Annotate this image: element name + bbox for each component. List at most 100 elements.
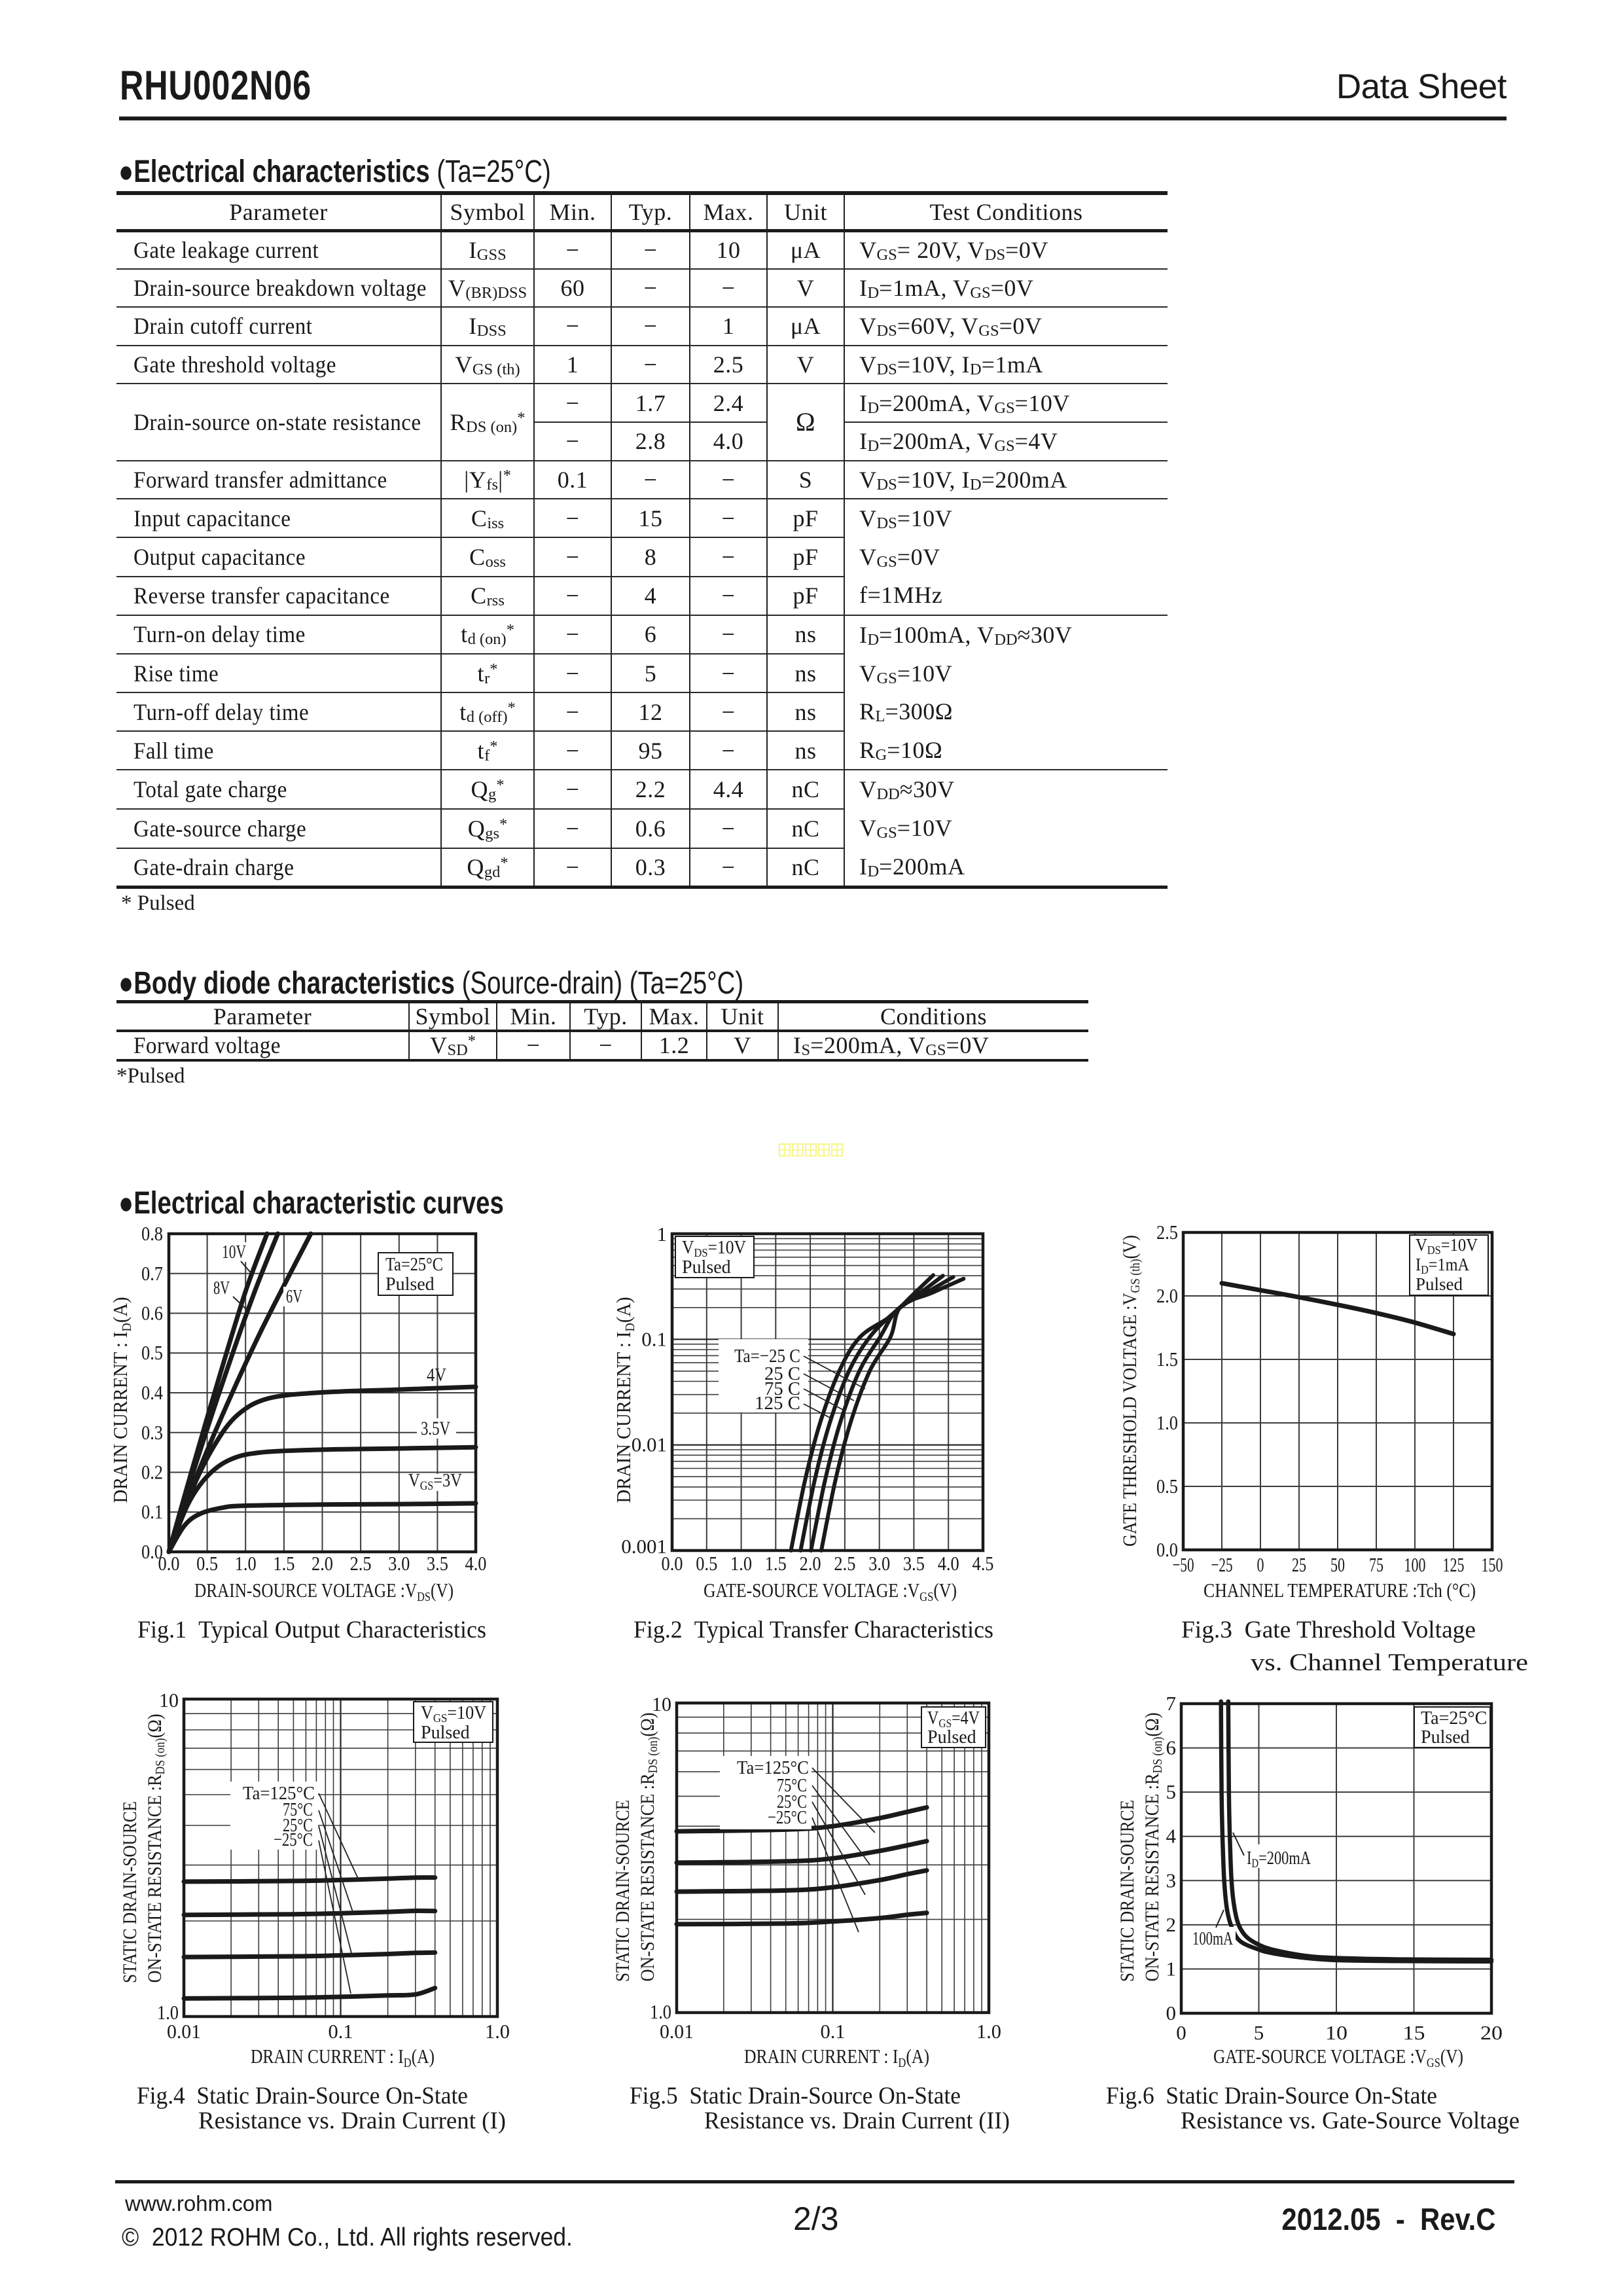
svg-text:75: 75	[1369, 1553, 1383, 1576]
svg-text:1.5: 1.5	[273, 1552, 294, 1575]
svg-text:0.6: 0.6	[141, 1302, 163, 1325]
svg-text:VDS=10V: VDS=10V	[1416, 1235, 1478, 1257]
svg-text:3: 3	[1166, 1869, 1177, 1892]
svg-text:0: 0	[1176, 2021, 1186, 2044]
svg-text:3.5: 3.5	[427, 1552, 448, 1575]
svg-text:3.5: 3.5	[903, 1552, 925, 1575]
svg-text:15: 15	[1403, 2021, 1425, 2044]
svg-text:1.0: 1.0	[235, 1552, 257, 1575]
svg-text:Fig.3 Gate Threshold Voltage: Fig.3 Gate Threshold Voltage	[1181, 1617, 1476, 1643]
svg-text:1: 1	[657, 1223, 668, 1246]
svg-text:Ta=−25 C: Ta=−25 C	[734, 1346, 800, 1367]
svg-text:VGS=3V: VGS=3V	[408, 1470, 462, 1493]
svg-text:1.0: 1.0	[976, 2020, 1001, 2043]
svg-text:−25°C: −25°C	[768, 1807, 807, 1828]
svg-text:10: 10	[1325, 2021, 1347, 2044]
svg-text:0.8: 0.8	[141, 1222, 163, 1245]
svg-text:1.5: 1.5	[1156, 1348, 1178, 1371]
svg-text:−25°C: −25°C	[274, 1829, 313, 1850]
svg-text:STATIC DRAIN-SOURCE: STATIC DRAIN-SOURCE	[612, 1800, 633, 1982]
svg-text:ID=200mA: ID=200mA	[1247, 1848, 1311, 1871]
svg-text:100mA: 100mA	[1192, 1928, 1233, 1949]
svg-text:0.7: 0.7	[141, 1262, 163, 1285]
svg-text:2.0: 2.0	[312, 1552, 333, 1575]
svg-text:0: 0	[1166, 2001, 1177, 2024]
svg-text:−50: −50	[1173, 1553, 1194, 1576]
svg-text:0.5: 0.5	[141, 1341, 163, 1364]
svg-text:2: 2	[1166, 1913, 1177, 1936]
svg-text:DRAIN CURRENT : ID(A): DRAIN CURRENT : ID(A)	[612, 1297, 637, 1503]
svg-text:Fig.4 Static Drain-Source On-: Fig.4 Static Drain-Source On-State	[137, 2083, 468, 2109]
svg-text:20: 20	[1480, 2021, 1503, 2044]
svg-text:Ta=25°C: Ta=25°C	[385, 1255, 443, 1275]
svg-text:VGS=4V: VGS=4V	[927, 1708, 980, 1730]
svg-text:0.1: 0.1	[329, 2020, 353, 2043]
svg-text:−25: −25	[1211, 1553, 1233, 1576]
svg-text:0.0: 0.0	[158, 1552, 180, 1575]
svg-text:CHANNEL TEMPERATURE :Tch (°C): CHANNEL TEMPERATURE :Tch (°C)	[1204, 1579, 1476, 1602]
svg-text:0.01: 0.01	[167, 2020, 201, 2043]
svg-text:4.0: 4.0	[465, 1552, 487, 1575]
svg-text:10: 10	[652, 1693, 671, 1715]
svg-text:2.5: 2.5	[1156, 1221, 1178, 1244]
svg-text:4: 4	[1166, 1825, 1177, 1848]
svg-text:1.5: 1.5	[765, 1552, 787, 1575]
svg-text:0.0: 0.0	[662, 1552, 683, 1575]
svg-text:125 C: 125 C	[755, 1393, 800, 1414]
svg-text:100: 100	[1404, 1553, 1426, 1576]
svg-text:Resistance vs. Drain Current (: Resistance vs. Drain Current (II)	[704, 2108, 1010, 2134]
svg-text:0: 0	[1257, 1553, 1264, 1576]
svg-text:1.0: 1.0	[485, 2020, 510, 2043]
svg-text:6: 6	[1166, 1736, 1177, 1759]
svg-text:0.5: 0.5	[1156, 1475, 1178, 1498]
svg-text:STATIC DRAIN-SOURCE: STATIC DRAIN-SOURCE	[119, 1801, 141, 1983]
svg-text:0.1: 0.1	[821, 2020, 846, 2043]
svg-text:Resistance vs. Gate-Source Vol: Resistance vs. Gate-Source Voltage	[1181, 2108, 1520, 2134]
svg-text:25 C: 25 C	[764, 1363, 800, 1384]
svg-text:1.0: 1.0	[1156, 1411, 1178, 1434]
svg-text:7: 7	[1166, 1692, 1177, 1715]
svg-text:ID=1mA: ID=1mA	[1416, 1255, 1469, 1276]
svg-text:0.4: 0.4	[141, 1381, 163, 1404]
svg-text:DRAIN CURRENT : ID(A): DRAIN CURRENT : ID(A)	[251, 2045, 435, 2070]
svg-text:Pulsed: Pulsed	[1421, 1727, 1470, 1748]
svg-text:ON-STATE RESISTANCE :RDS (on)(: ON-STATE RESISTANCE :RDS (on)(Ω)	[144, 1714, 168, 1983]
svg-text:25: 25	[1292, 1553, 1306, 1576]
svg-text:6V: 6V	[286, 1286, 302, 1307]
svg-text:0.1: 0.1	[641, 1327, 667, 1350]
svg-text:Ta=125°C: Ta=125°C	[243, 1783, 315, 1804]
svg-text:10V: 10V	[222, 1242, 246, 1263]
svg-text:75°C: 75°C	[777, 1775, 807, 1796]
svg-text:0.001: 0.001	[621, 1535, 667, 1558]
svg-text:DRAIN CURRENT : ID(A): DRAIN CURRENT : ID(A)	[744, 2045, 929, 2070]
svg-text:Pulsed: Pulsed	[1416, 1274, 1463, 1294]
svg-text:1.0: 1.0	[650, 2000, 671, 2023]
svg-text:0.2: 0.2	[141, 1461, 163, 1484]
svg-text:1: 1	[1166, 1957, 1177, 1980]
svg-text:10: 10	[159, 1689, 179, 1712]
svg-text:Ta=125°C: Ta=125°C	[737, 1757, 809, 1778]
svg-text:Fig.5 Static Drain-Source On-: Fig.5 Static Drain-Source On-State	[630, 2083, 961, 2109]
svg-text:1.0: 1.0	[730, 1552, 752, 1575]
svg-text:vs. Channel Temperature: vs. Channel Temperature	[1251, 1649, 1528, 1676]
svg-text:0.01: 0.01	[660, 2020, 694, 2043]
svg-text:125: 125	[1443, 1553, 1465, 1576]
svg-text:Pulsed: Pulsed	[385, 1274, 435, 1295]
svg-text:50: 50	[1330, 1553, 1345, 1576]
svg-text:Fig.2 Typical Transfer Charac: Fig.2 Typical Transfer Characteristics	[633, 1617, 993, 1643]
svg-text:Pulsed: Pulsed	[421, 1723, 470, 1743]
svg-text:2.0: 2.0	[1156, 1284, 1178, 1307]
svg-text:GATE-SOURCE VOLTAGE :VGS(V): GATE-SOURCE VOLTAGE :VGS(V)	[1213, 2045, 1463, 2070]
svg-text:0.0: 0.0	[1156, 1538, 1178, 1561]
svg-text:2.0: 2.0	[800, 1552, 821, 1575]
svg-text:0.0: 0.0	[141, 1540, 163, 1563]
svg-text:Fig.6 Static Drain-Source On-: Fig.6 Static Drain-Source On-State	[1106, 2083, 1437, 2109]
svg-text:2.5: 2.5	[350, 1552, 372, 1575]
svg-text:0.01: 0.01	[632, 1433, 667, 1456]
svg-text:4.5: 4.5	[972, 1552, 994, 1575]
svg-text:5: 5	[1254, 2021, 1264, 2044]
svg-text:GATE-SOURCE VOLTAGE :VGS(V): GATE-SOURCE VOLTAGE :VGS(V)	[704, 1579, 957, 1604]
svg-text:ON-STATE RESISTANCE :RDS (on)(: ON-STATE RESISTANCE :RDS (on)(Ω)	[1141, 1713, 1165, 1982]
svg-text:0.1: 0.1	[141, 1500, 163, 1523]
svg-text:0.5: 0.5	[696, 1552, 717, 1575]
